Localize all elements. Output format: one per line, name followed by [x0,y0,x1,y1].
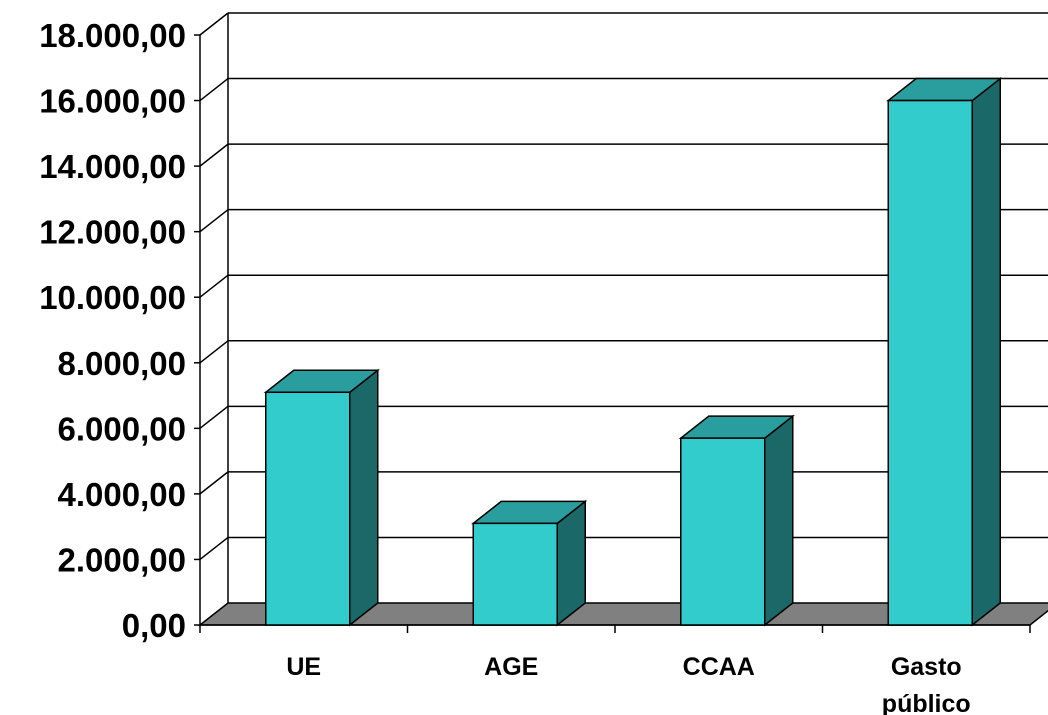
bar-side-face [349,368,379,627]
y-tick-label: 0,00 [122,607,186,644]
x-axis-category-labels: UE AGE CCAA Gasto público [286,653,970,715]
y-tick-label: 12.000,00 [39,214,186,251]
bar-front-face [265,391,351,626]
y-tick-label: 2.000,00 [58,541,186,578]
gridline-side [199,274,229,298]
x-category-label: UE [286,653,321,681]
y-tick-label: 10.000,00 [39,279,186,316]
bar-front-face [680,437,766,626]
y-tick-label: 8.000,00 [58,345,186,382]
x-category-label: CCAA [683,653,755,681]
gridline-side [199,12,229,36]
bar-front-face [887,99,973,626]
gridline-side [199,340,229,364]
bar-side-face [971,77,1001,627]
bar [886,77,1003,627]
gridline-side [199,405,229,429]
x-category-label: Gasto público [882,653,971,715]
gridline-side [199,77,229,102]
bar [678,414,795,627]
y-axis-tick-labels: 0,00 2.000,00 4.000,00 6.000,00 8.000,00 10.0… [39,17,186,644]
gridline-side [199,143,229,167]
y-tick-label: 4.000,00 [58,476,186,513]
bar [263,368,380,627]
gridline-side [199,471,229,495]
y-tick-label: 18.000,00 [39,17,186,54]
bar [471,499,588,627]
y-tick-label: 16.000,00 [39,83,186,120]
bars [263,77,1003,627]
gridline-side [199,209,229,233]
bar-front-face [472,522,558,626]
bar-side-face [764,414,794,627]
y-tick-label: 6.000,00 [58,410,186,447]
gridline-side [199,536,229,561]
x-category-label: AGE [484,653,538,681]
y-tick-label: 14.000,00 [39,148,186,185]
